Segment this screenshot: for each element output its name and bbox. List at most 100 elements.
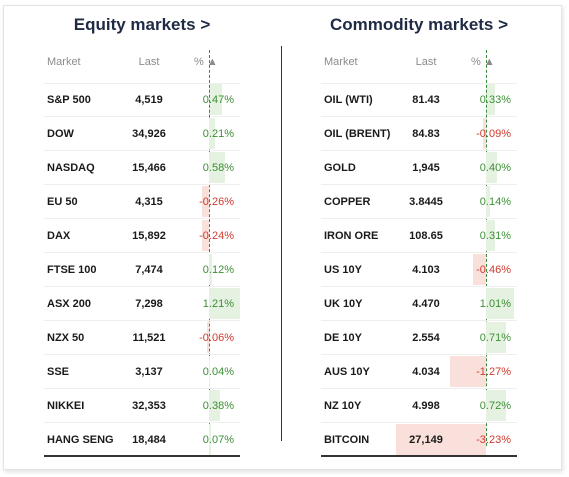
last-price: 3.8445 [409, 196, 443, 208]
table-row[interactable]: IRON ORE 108.65 0.31% [321, 219, 517, 253]
change-bar [486, 288, 515, 319]
market-name: DOW [47, 128, 74, 140]
table-row[interactable]: NZX 50 11,521 -0.06% [44, 321, 240, 355]
table-row[interactable]: NZ 10Y 4.998 0.72% [321, 389, 517, 423]
market-name: DAX [47, 230, 71, 242]
table-row[interactable]: NASDAQ 15,466 0.58% [44, 151, 240, 185]
percent-change: 0.58% [202, 162, 234, 174]
last-price: 4.470 [412, 298, 440, 310]
last-price: 81.43 [412, 94, 440, 106]
percent-change: 0.72% [479, 400, 511, 412]
commodity-table-body: OIL (WTI) 81.43 0.33% OIL (BRENT) 84.83 -0.09… [321, 50, 517, 457]
change-bar [209, 118, 215, 149]
last-price: 3,137 [135, 366, 163, 378]
table-row[interactable]: US 10Y 4.103 -0.46% [321, 253, 517, 287]
table-row[interactable]: BITCOIN 27,149 -3.23% [321, 423, 517, 457]
change-bar [201, 186, 209, 217]
change-bar [209, 288, 240, 319]
table-row[interactable]: DAX 15,892 -0.24% [44, 219, 240, 253]
table-row[interactable]: AUS 10Y 4.034 -1.27% [321, 355, 517, 389]
commodity-markets-link[interactable]: Commodity markets > [329, 15, 509, 34]
column-header-percent[interactable]: % ▲ [471, 56, 495, 68]
last-price: 4.034 [412, 366, 440, 378]
percent-change: 0.12% [202, 264, 234, 276]
column-header-market[interactable]: Market [324, 56, 358, 68]
change-bar [209, 424, 211, 455]
column-header-last[interactable]: Last [415, 56, 437, 68]
market-name: SSE [47, 366, 70, 378]
column-header-market[interactable]: Market [47, 56, 81, 68]
last-price: 7,474 [135, 264, 163, 276]
change-bar [486, 390, 507, 421]
change-bar [483, 118, 486, 149]
percent-change: -0.24% [199, 230, 234, 242]
change-bar [486, 322, 506, 353]
panel-divider [281, 46, 282, 441]
table-row[interactable]: HANG SENG 18,484 0.07% [44, 423, 240, 457]
column-header-last[interactable]: Last [138, 56, 160, 68]
equity-table-header: Market Last % ▲ [44, 50, 240, 84]
change-bar [486, 220, 495, 251]
last-price: 15,466 [132, 162, 166, 174]
equity-markets-link[interactable]: Equity markets > [73, 15, 211, 34]
last-price: 4,315 [135, 196, 163, 208]
column-header-percent[interactable]: % ▲ [194, 56, 218, 68]
change-bar [202, 220, 209, 251]
percent-change: 0.31% [479, 230, 511, 242]
percent-change: 0.33% [479, 94, 511, 106]
last-price: 1,945 [412, 162, 440, 174]
market-name: AUS 10Y [324, 366, 370, 378]
markets-card: Equity markets > Market Last % ▲ S&P 500… [3, 5, 562, 470]
percent-change: -0.26% [199, 196, 234, 208]
table-row[interactable]: GOLD 1,945 0.40% [321, 151, 517, 185]
table-row[interactable]: S&P 500 4,519 0.47% [44, 50, 240, 446]
percent-change: 0.38% [202, 400, 234, 412]
table-row[interactable]: DOW 34,926 0.21% [44, 117, 240, 151]
percent-change: 0.14% [479, 196, 511, 208]
market-name: UK 10Y [324, 298, 363, 310]
percent-change: 1.21% [202, 298, 234, 310]
table-row[interactable]: ASX 200 7,298 1.21% [44, 287, 240, 321]
market-name: FTSE 100 [47, 264, 97, 276]
last-price: 7,298 [135, 298, 163, 310]
percent-change: -0.06% [199, 332, 234, 344]
market-name: NZX 50 [47, 332, 85, 344]
change-bar [486, 152, 498, 183]
table-row[interactable]: SSE 3,137 0.04% [44, 355, 240, 389]
table-row[interactable]: NIKKEI 32,353 0.38% [44, 389, 240, 423]
market-name: S&P 500 [47, 94, 91, 106]
last-price: 4,519 [135, 94, 163, 106]
market-name: OIL (WTI) [324, 94, 373, 106]
market-name: EU 50 [47, 196, 78, 208]
table-row[interactable]: OIL (WTI) 81.43 0.33% [321, 50, 517, 446]
table-row[interactable]: COPPER 3.8445 0.14% [321, 185, 517, 219]
percent-change: -0.09% [476, 128, 511, 140]
market-name: NIKKEI [47, 400, 85, 412]
table-row[interactable]: DE 10Y 2.554 0.71% [321, 321, 517, 355]
market-name: IRON ORE [324, 230, 379, 242]
percent-change: 0.40% [479, 162, 511, 174]
commodity-table-header: Market Last % ▲ [321, 50, 517, 84]
last-price: 4.103 [412, 264, 440, 276]
market-name: NZ 10Y [324, 400, 362, 412]
market-name: COPPER [324, 196, 371, 208]
percent-change: -1.27% [476, 366, 511, 378]
market-name: ASX 200 [47, 298, 92, 310]
market-name: US 10Y [324, 264, 362, 276]
table-row[interactable]: EU 50 4,315 -0.26% [44, 185, 240, 219]
percent-change: -0.46% [476, 264, 511, 276]
last-price: 27,149 [409, 434, 443, 446]
table-row[interactable]: UK 10Y 4.470 1.01% [321, 287, 517, 321]
percent-change: 0.21% [202, 128, 234, 140]
market-name: DE 10Y [324, 332, 362, 344]
change-bar [209, 390, 220, 421]
last-price: 11,521 [132, 332, 166, 344]
last-price: 4.998 [412, 400, 440, 412]
table-row[interactable]: OIL (BRENT) 84.83 -0.09% [321, 117, 517, 151]
change-bar [209, 356, 211, 387]
table-row[interactable]: FTSE 100 7,474 0.12% [44, 253, 240, 287]
last-price: 34,926 [132, 128, 166, 140]
change-bar [209, 254, 213, 285]
percent-change: 1.01% [479, 298, 511, 310]
last-price: 108.65 [409, 230, 443, 242]
